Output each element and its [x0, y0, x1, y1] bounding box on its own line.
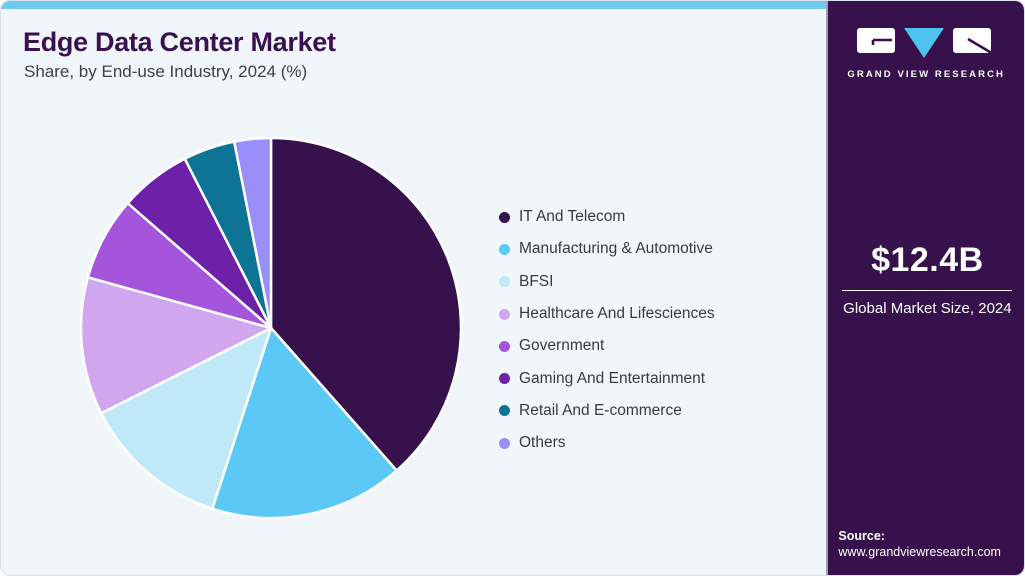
legend-label: Healthcare And Lifesciences	[519, 305, 715, 323]
legend-label: IT And Telecom	[519, 208, 626, 226]
chart-panel: Edge Data Center Market Share, by End-us…	[1, 1, 827, 575]
legend-item: Others	[499, 427, 715, 459]
accent-topbar	[1, 1, 827, 9]
legend-item: BFSI	[499, 266, 715, 298]
legend-item: Healthcare And Lifesciences	[499, 298, 715, 330]
brand-name: GRAND VIEW RESEARCH	[847, 69, 1005, 80]
legend-item: Manufacturing & Automotive	[499, 233, 715, 265]
source-label: Source:	[838, 529, 885, 543]
market-size-value: $12.4B	[871, 241, 984, 279]
page-subtitle: Share, by End-use Industry, 2024 (%)	[24, 62, 308, 81]
market-size-block: $12.4B Global Market Size, 2024	[842, 241, 1013, 319]
legend-label: BFSI	[519, 272, 554, 290]
legend: IT And Telecom Manufacturing & Automotive…	[499, 201, 715, 459]
pie-slice-1	[211, 326, 398, 520]
legend-swatch	[499, 211, 510, 223]
legend-label: Manufacturing & Automotive	[519, 240, 713, 258]
legend-item: Retail And E-commerce	[499, 395, 715, 427]
pie-chart	[61, 118, 481, 538]
market-size-divider	[842, 290, 1013, 291]
source-url: www.grandviewresearch.com	[838, 545, 1001, 559]
legend-label: Gaming And Entertainment	[519, 369, 706, 387]
market-size-caption: Global Market Size, 2024	[843, 300, 1012, 317]
legend-item: Government	[499, 330, 715, 362]
brand-sidebar: GRAND VIEW RESEARCH $12.4B Global Market…	[826, 1, 1024, 575]
legend-label: Others	[519, 434, 566, 452]
pie-slice-3	[79, 276, 273, 415]
pie-chart-svg	[79, 136, 463, 520]
legend-swatch	[499, 437, 510, 449]
legend-item: Gaming And Entertainment	[499, 362, 715, 394]
legend-swatch	[499, 308, 510, 320]
legend-label: Government	[519, 337, 605, 355]
legend-swatch	[499, 405, 510, 417]
logo-v-triangle	[904, 28, 945, 58]
pie-slice-0	[269, 136, 463, 472]
page-title: Edge Data Center Market	[23, 27, 336, 57]
legend-swatch	[499, 340, 510, 352]
legend-swatch	[499, 276, 510, 288]
legend-item: IT And Telecom	[499, 201, 715, 233]
legend-label: Retail And E-commerce	[519, 401, 682, 419]
gvr-logo-icon	[857, 28, 996, 58]
source-block: Source: www.grandviewresearch.com	[838, 529, 1001, 559]
legend-swatch	[499, 243, 510, 255]
gvr-logo: GRAND VIEW RESEARCH	[828, 27, 1024, 80]
pie-slice-7	[232, 136, 273, 330]
pie-slice-2	[99, 326, 273, 510]
legend-swatch	[499, 373, 510, 385]
